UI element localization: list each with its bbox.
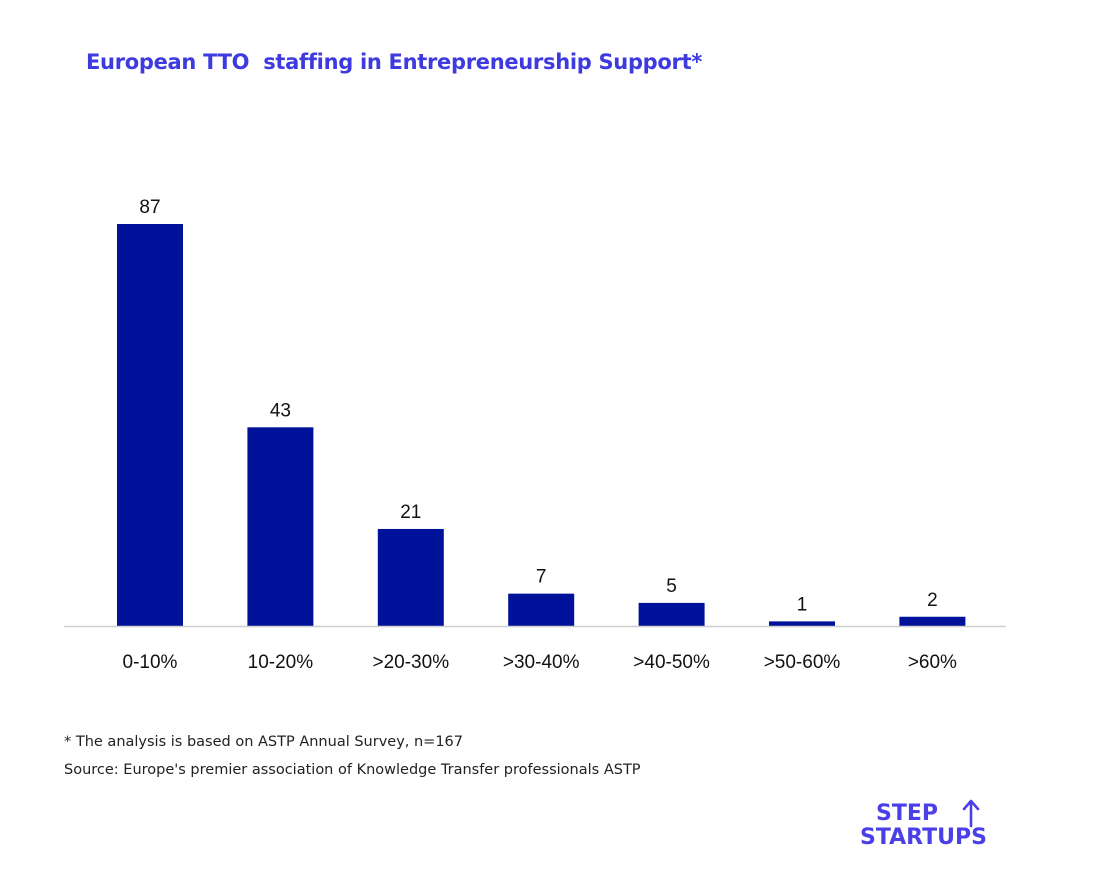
- value-label: 7: [536, 567, 547, 588]
- chart-title: European TTO staffing in Entrepreneurshi…: [86, 50, 703, 74]
- x-tick-label: >40-50%: [633, 652, 710, 673]
- bar-0-10%: [117, 224, 183, 626]
- value-label: 5: [666, 576, 677, 597]
- x-tick-label: >60%: [908, 652, 957, 673]
- value-label: 1: [797, 594, 808, 615]
- step-startups-logo: STEP STARTUPS: [860, 799, 987, 850]
- bar->20-30%: [377, 528, 444, 626]
- x-tick-label: >20-30%: [373, 652, 450, 673]
- arrow-up-icon: [962, 799, 980, 828]
- value-label: 87: [139, 197, 160, 218]
- labels-layer: 870-10%4310-20%21>20-30%7>30-40%5>40-50%…: [123, 197, 958, 673]
- bar->60%: [899, 616, 966, 626]
- value-label: 43: [270, 400, 291, 421]
- value-label: 21: [400, 502, 421, 523]
- footnote-source: Source: Europe's premier association of …: [64, 762, 641, 778]
- value-label: 2: [927, 590, 938, 611]
- logo-line-step: STEP: [876, 801, 938, 826]
- bar->40-50%: [638, 602, 705, 626]
- bars-layer: [117, 224, 966, 626]
- bar->50-60%: [769, 621, 835, 626]
- x-tick-label: 10-20%: [248, 652, 314, 673]
- bar-10-20%: [247, 427, 314, 626]
- x-tick-label: >50-60%: [764, 652, 841, 673]
- footnote-note: * The analysis is based on ASTP Annual S…: [64, 734, 464, 750]
- x-tick-label: 0-10%: [123, 652, 178, 673]
- bar->30-40%: [508, 593, 575, 626]
- x-tick-label: >30-40%: [503, 652, 580, 673]
- logo-line-start: STARTUPS: [860, 825, 987, 850]
